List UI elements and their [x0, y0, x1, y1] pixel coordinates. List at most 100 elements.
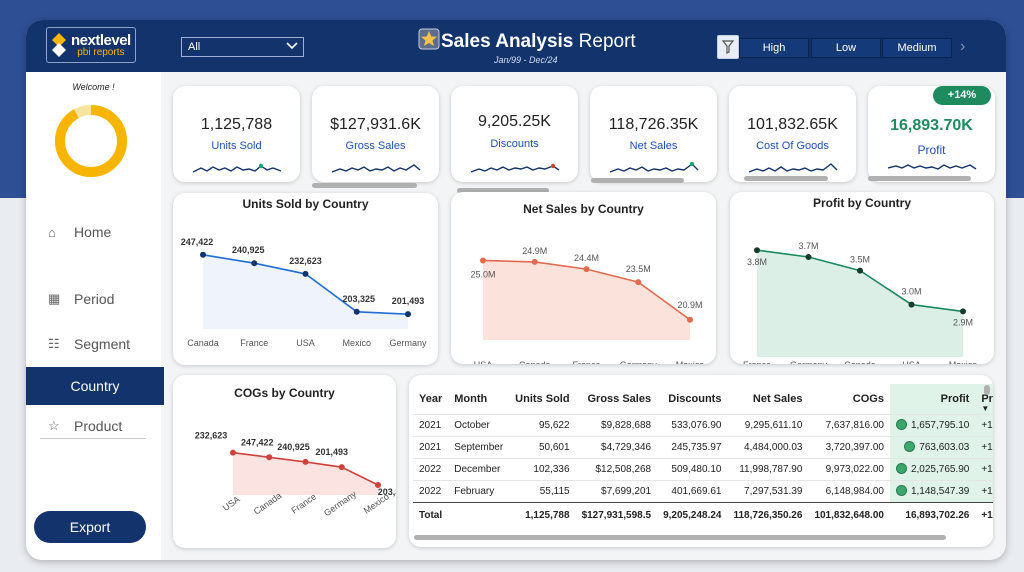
cell-net-sales: 7,297,531.39 [727, 479, 809, 502]
data-label: 232,623 [289, 256, 322, 266]
cell-month: October [448, 413, 510, 436]
data-label: 201,493 [315, 447, 348, 457]
data-label: 20.9M [677, 300, 702, 310]
chart-title: COGs by Country [234, 386, 335, 400]
data-label: 3.7M [798, 241, 818, 251]
kpi-card-discounts: 9,205.25K Discounts [451, 86, 578, 182]
col-header-month[interactable]: Month [454, 392, 488, 405]
title-bold: Sales Analysis [441, 31, 574, 52]
data-point [480, 257, 486, 264]
cell-discounts: 509,480.10 [657, 457, 728, 480]
chevron-down-icon [286, 42, 298, 50]
nav-product[interactable]: ☆ Product [26, 407, 164, 445]
category-label: Germany [389, 338, 427, 348]
people-icon: ☷ [48, 336, 60, 351]
cogs-by-country-chart: 232,623USA247,422Canada240,925France201,… [195, 431, 396, 519]
data-label: 3.8M [747, 257, 767, 267]
total-units-sold: 1,125,788 [509, 501, 576, 528]
kpi-value: 1,125,788 [200, 116, 273, 133]
nav-segment[interactable]: ☷ Segment [26, 325, 164, 363]
cell-profit: 1,657,795.10 [889, 413, 976, 436]
cell-net-sales: 4,484,000.03 [727, 435, 809, 458]
data-label: 23.5M [626, 264, 651, 274]
profit-change-badge: +14% [933, 86, 991, 105]
col-header-net-sales[interactable]: Net Sales [752, 392, 803, 405]
data-label: 247,422 [181, 237, 214, 247]
cell-net-sales: 9,295,611.10 [727, 413, 809, 436]
table-row[interactable]: 2021 September 50,601 $4,729,346 245,735.97 4… [413, 435, 993, 458]
col-header-cogs[interactable]: COGs [852, 392, 884, 405]
kpi-scrollbar[interactable] [591, 178, 684, 183]
series-area [203, 254, 408, 329]
kpi-sparkline [332, 164, 421, 173]
cell-cogs: 9,973,022.00 [808, 457, 890, 480]
total-gross-sales: $127,931,598.5 [575, 501, 658, 528]
filter-dropdown[interactable]: All [181, 37, 304, 57]
report-frame: nextlevel pbi reports All Sales Analysis… [26, 20, 1006, 560]
nav-period[interactable]: ▦ Period [26, 280, 164, 318]
calendar-icon: ▦ [48, 291, 61, 306]
cell-profit: 2,025,765.90 [889, 457, 976, 480]
data-label: 232,623 [195, 431, 228, 441]
filter-dropdown-value: All [188, 41, 201, 53]
export-button[interactable]: Export [34, 511, 146, 543]
chart-title: Net Sales by Country [523, 202, 644, 216]
data-point [531, 258, 538, 265]
cell-units-sold: 55,115 [509, 479, 576, 502]
col-header-units-sold[interactable]: Units Sold [515, 392, 570, 405]
cell-units-sold: 50,601 [509, 435, 576, 458]
table-total-row: Total 1,125,788 $127,931,598.5 9,205,248.24… [413, 501, 993, 528]
clear-filter-icon[interactable] [717, 35, 739, 59]
chart-title: Profit by Country [813, 196, 911, 210]
table-row[interactable]: 2021 October 95,622 $9,828,688 533,076.90 9,2… [413, 413, 993, 436]
home-icon: ⌂ [48, 224, 56, 240]
cell-month: February [448, 479, 510, 502]
chevron-right-icon[interactable]: › [960, 38, 966, 55]
col-header-profit[interactable]: Profit [889, 384, 976, 414]
data-label: 24.4M [574, 253, 599, 263]
units-by-country-chart: 247,422 Canada 240,925 France 232,623 USA 203,… [181, 237, 427, 348]
data-label: 203,325 [378, 487, 396, 497]
col-header-discounts[interactable]: Discounts [668, 392, 722, 405]
kpi-sparkline [193, 163, 282, 173]
col-header-gross-sales[interactable]: Gross Sales [587, 392, 652, 405]
kpi-label: Net Sales [629, 140, 678, 152]
nav-country[interactable]: ◎ Country [26, 367, 164, 405]
net-sales-by-country-chart: 25.0M USA 24.9M Canada 24.4M France 23.5M Germa… [470, 246, 704, 364]
units-by-country-card: Units Sold by Country 247,422 Canada 240,9… [173, 193, 438, 365]
table-row[interactable]: 2022 December 102,336 $12,508,268 509,480.10… [413, 457, 993, 480]
kpi-card-net-sales: 118,726.35K Net Sales [590, 86, 717, 182]
category-label: Canada [187, 338, 219, 348]
logo-secondary-text: pbi reports [77, 46, 125, 58]
kpi-scrollbar[interactable] [457, 188, 549, 193]
cell-profit-pct: +18% [975, 413, 993, 436]
data-label: 240,925 [232, 245, 265, 255]
report-header: nextlevel pbi reports All Sales Analysis… [26, 20, 1006, 72]
table-vertical-scrollbar[interactable] [984, 385, 990, 395]
kpi-value: $127,931.6K [330, 116, 421, 133]
total-month [448, 501, 510, 528]
sales-detail-table-card: Year Month Units Sold Gross Sales Discou… [409, 375, 993, 547]
table-horizontal-scrollbar[interactable] [414, 535, 946, 540]
net-sales-by-country-card: Net Sales by Country 25.0M USA 24.9M Canada… [451, 192, 716, 364]
segment-high-button[interactable]: High [739, 38, 809, 58]
kpi-label: Gross Sales [345, 140, 406, 152]
nav-home[interactable]: ⌂ Home [26, 213, 164, 251]
logo-mark-icon [52, 33, 66, 57]
category-label: USA [902, 360, 921, 364]
cell-year: 2021 [413, 413, 449, 436]
kpi-scrollbar[interactable] [868, 176, 971, 181]
category-label: Canada [519, 360, 551, 364]
series-area [483, 260, 690, 340]
table-row[interactable]: 2022 February 55,115 $7,699,201 401,669.61 7,… [413, 479, 993, 502]
data-label: 201,493 [392, 296, 425, 306]
col-header-year[interactable]: Year [419, 392, 443, 405]
kpi-scrollbar[interactable] [312, 183, 417, 188]
category-label: France [572, 360, 600, 364]
kpi-value: 16,893.70K [890, 117, 973, 134]
kpi-scrollbar[interactable] [744, 176, 828, 181]
data-point [857, 267, 863, 274]
segment-low-button[interactable]: Low [811, 38, 881, 58]
segment-medium-button[interactable]: Medium [882, 38, 952, 58]
nav-home-label: Home [74, 224, 112, 240]
